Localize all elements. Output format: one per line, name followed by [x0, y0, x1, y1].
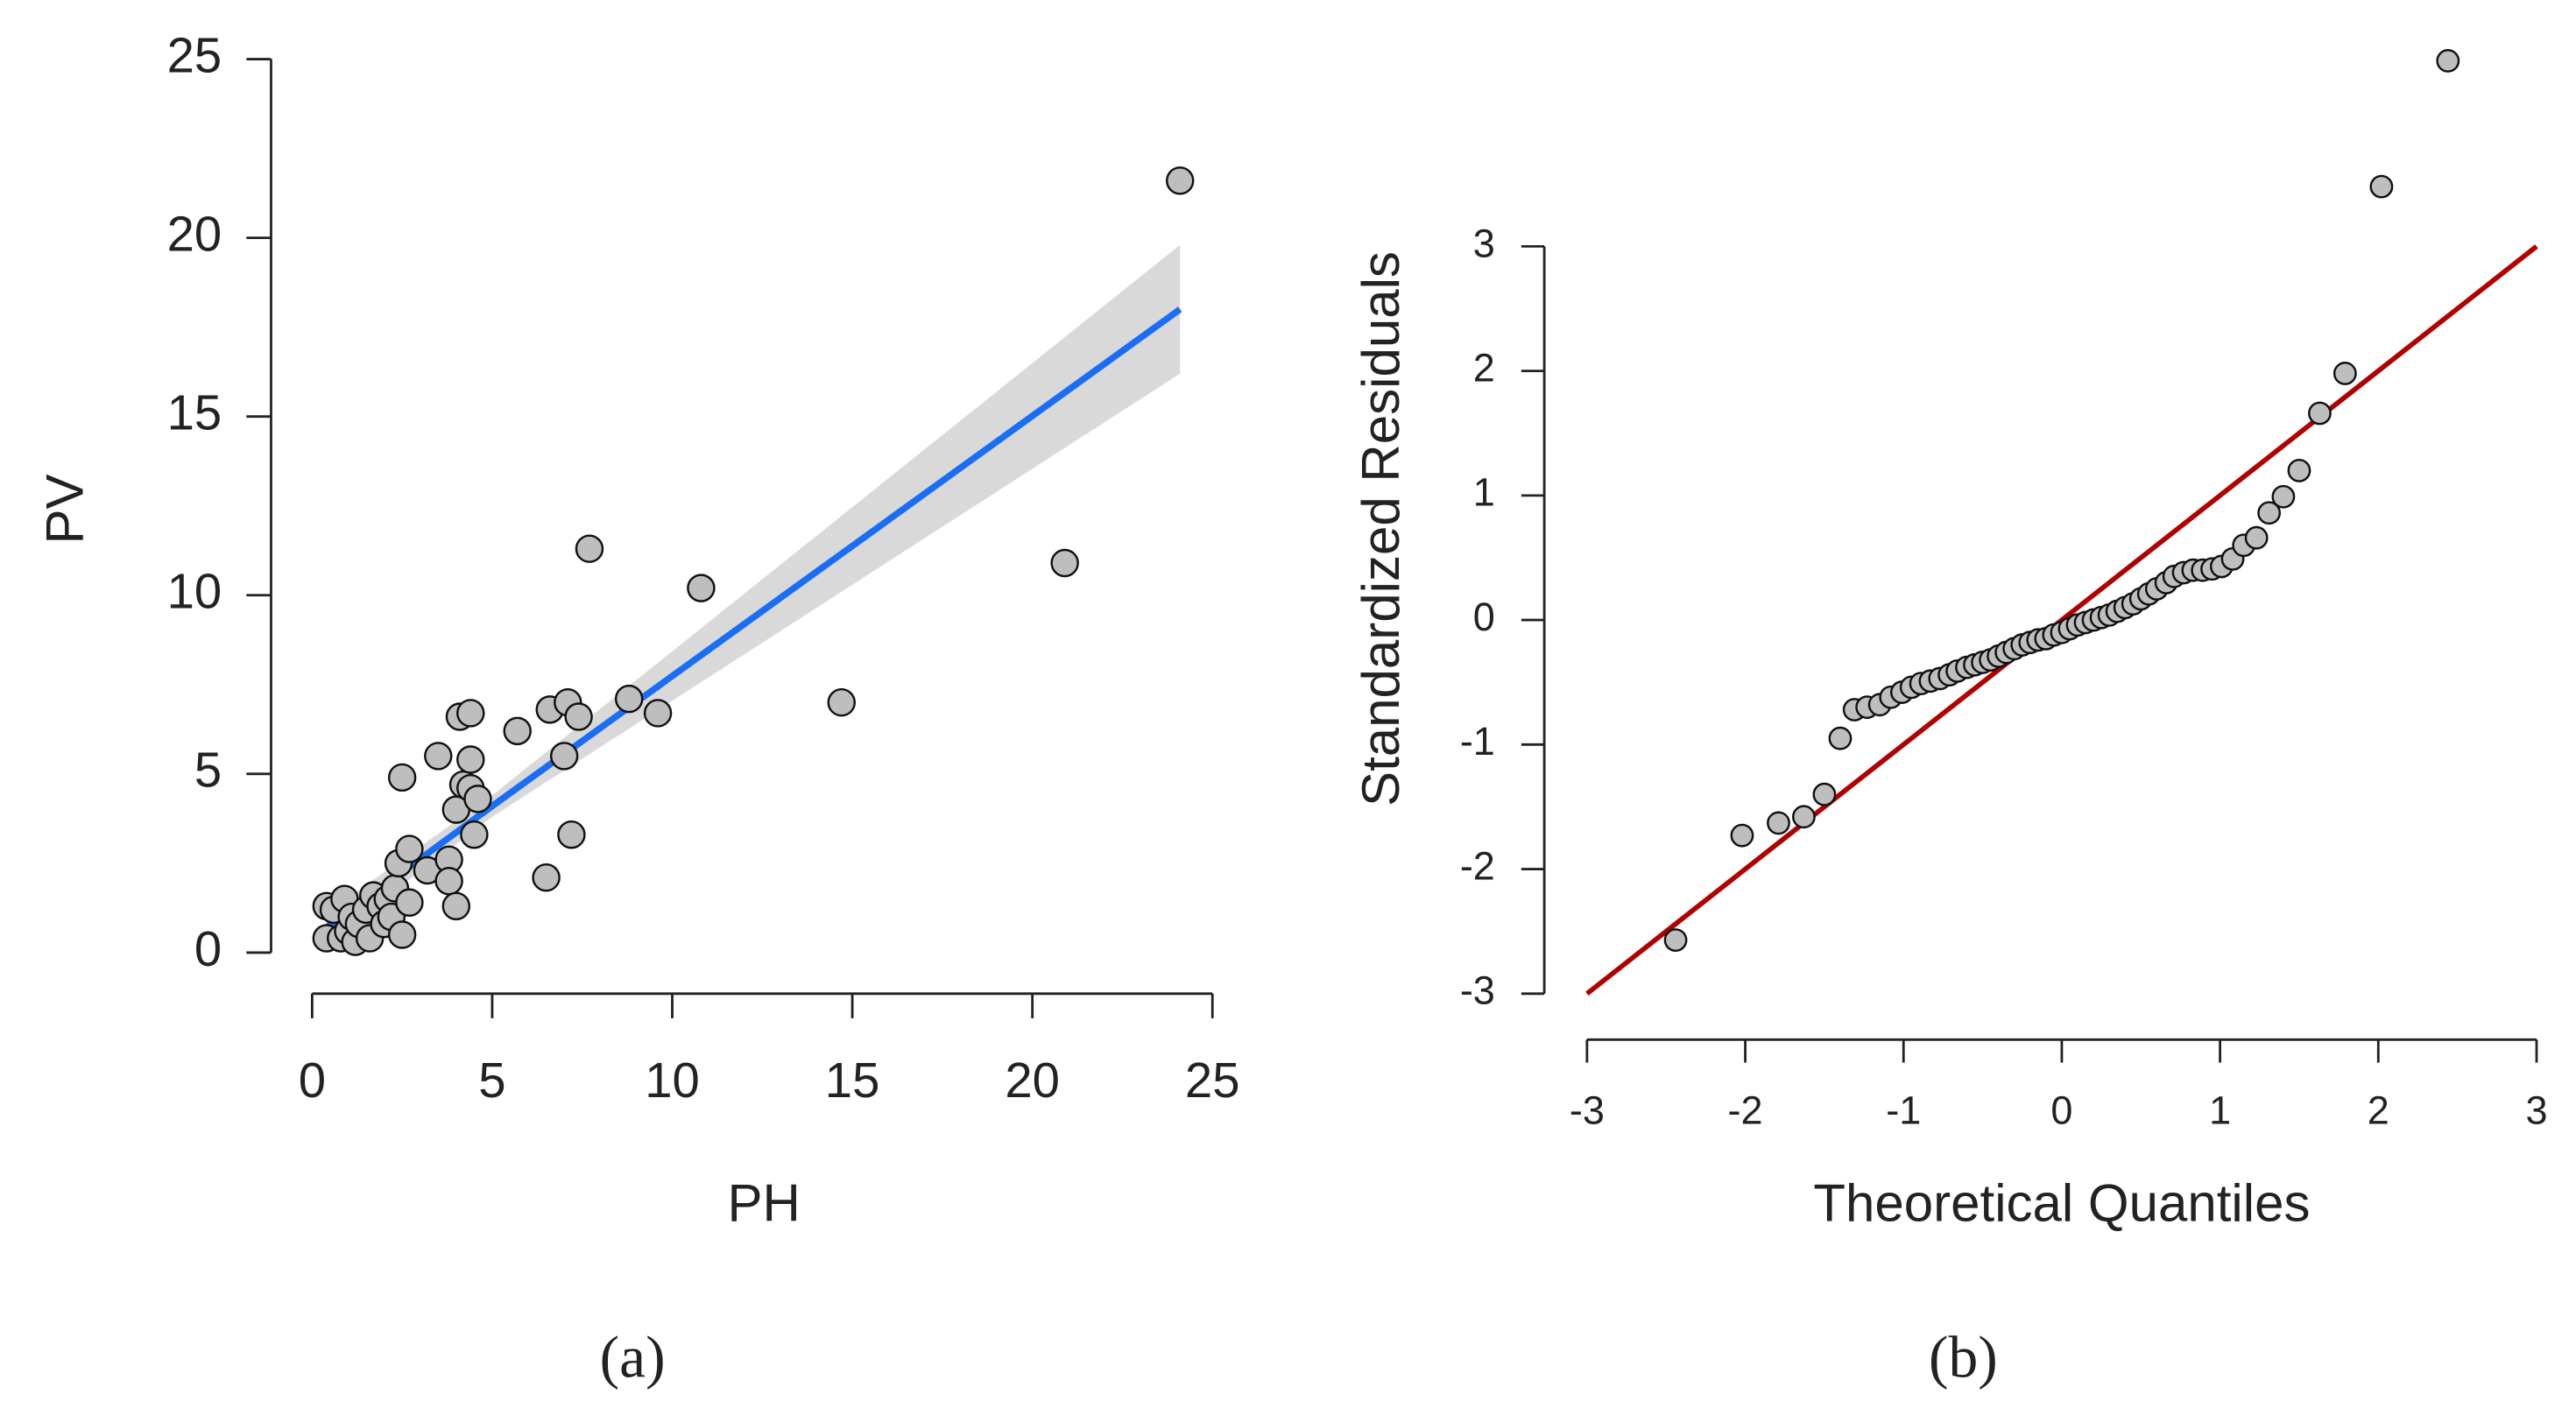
point	[387, 763, 417, 792]
y-tick-label: 25	[167, 27, 222, 82]
point	[424, 742, 453, 771]
point	[1812, 782, 1837, 806]
x-tick-label: 1	[2209, 1088, 2231, 1133]
y-tick-label: 5	[194, 743, 222, 798]
panel-label: (b)	[1929, 1324, 1998, 1390]
x-tick-label: 3	[2525, 1088, 2547, 1133]
y-axis-label: PV	[36, 474, 95, 544]
point	[1165, 166, 1195, 195]
point	[564, 702, 593, 731]
point	[1730, 823, 1754, 848]
x-tick-label: 25	[1185, 1052, 1240, 1108]
point	[2257, 501, 2282, 525]
point	[1791, 805, 1816, 829]
point	[575, 534, 604, 563]
point	[1767, 811, 1790, 835]
point	[557, 820, 586, 849]
point	[460, 820, 489, 849]
x-tick-label: 0	[2050, 1088, 2072, 1133]
point	[549, 742, 579, 771]
x-tick-label: 0	[299, 1052, 326, 1108]
point	[434, 867, 463, 896]
point	[1828, 726, 1853, 750]
point	[2436, 49, 2460, 73]
x-tick-label: 5	[478, 1052, 505, 1108]
y-tick-label: 1	[1473, 470, 1495, 515]
point	[441, 891, 471, 921]
point	[2333, 362, 2357, 385]
y-tick-label: -2	[1460, 843, 1495, 888]
fit-line	[324, 306, 1182, 931]
reference-line	[1585, 244, 2538, 996]
x-tick-label: 10	[645, 1052, 700, 1108]
point	[456, 699, 485, 728]
y-tick-label: 2	[1473, 346, 1495, 391]
point	[1050, 548, 1079, 578]
x-tick-label: -2	[1728, 1088, 1763, 1133]
x-axis-label: PH	[727, 1173, 800, 1232]
y-tick-label: 0	[1473, 595, 1495, 639]
point	[2308, 401, 2332, 426]
point	[456, 745, 485, 774]
point	[2369, 174, 2394, 199]
y-tick-label: 20	[167, 206, 222, 261]
point	[532, 862, 561, 892]
y-tick-label: 10	[167, 564, 222, 619]
point	[395, 834, 424, 863]
x-tick-label: 2	[2368, 1088, 2389, 1133]
point	[503, 716, 532, 746]
point	[2287, 458, 2311, 482]
y-axis-label: Standardized Residuals	[1352, 251, 1410, 806]
point	[827, 687, 856, 717]
point	[1663, 928, 1688, 953]
x-axis-label: Theoretical Quantiles	[1813, 1173, 2310, 1232]
y-tick-label: -1	[1460, 719, 1495, 764]
x-tick-label: -1	[1886, 1088, 1921, 1133]
point	[687, 574, 716, 602]
point	[643, 699, 673, 728]
point	[395, 888, 424, 917]
point	[614, 684, 644, 714]
point	[2271, 484, 2296, 509]
point	[2244, 525, 2269, 550]
panel-label: (a)	[600, 1324, 666, 1390]
x-tick-label: 20	[1005, 1052, 1060, 1108]
point	[387, 920, 417, 949]
y-tick-label: 15	[167, 385, 222, 440]
x-tick-label: 15	[825, 1052, 880, 1108]
y-tick-label: 0	[194, 921, 222, 976]
y-tick-label: 3	[1473, 221, 1495, 265]
x-tick-label: -3	[1570, 1088, 1605, 1133]
point	[463, 785, 492, 813]
y-tick-label: -3	[1460, 968, 1495, 1013]
